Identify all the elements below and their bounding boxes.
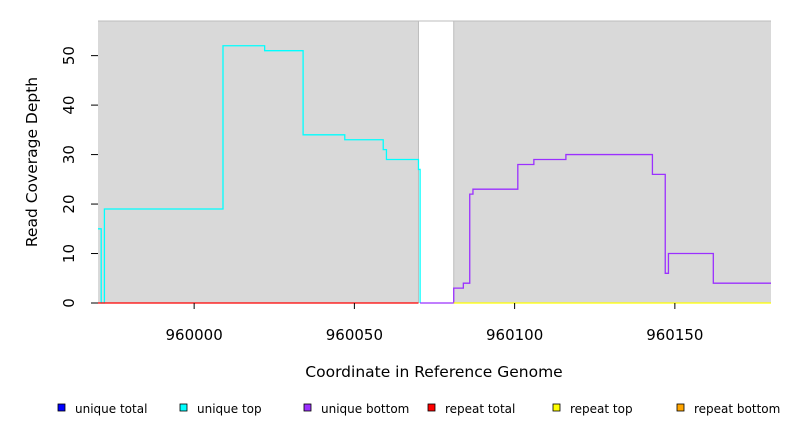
x-tick-label: 960050	[326, 326, 383, 344]
legend-swatch-repeat-bottom	[676, 403, 685, 412]
legend-swatch-unique-top	[179, 403, 188, 412]
x-tick-label: 960100	[486, 326, 543, 344]
series-line-unique-top	[98, 45, 421, 304]
x-axis-title: Coordinate in Reference Genome	[305, 363, 562, 381]
legend-label-repeat-bottom: repeat bottom	[694, 402, 780, 416]
legend-label-unique-total: unique total	[75, 402, 147, 416]
series-line-unique-bottom	[420, 153, 771, 304]
legend-label-repeat-total: repeat total	[445, 402, 515, 416]
legend: unique total unique top unique bottom repea…	[57, 402, 780, 416]
legend-swatch-unique-total	[57, 403, 66, 412]
legend-swatch-repeat-total	[427, 403, 436, 412]
plot-series	[98, 45, 771, 304]
legend-swatch-unique-bottom	[303, 403, 312, 412]
panel-background-left	[98, 21, 419, 303]
y-tick-label: 20	[60, 195, 78, 214]
y-tick-label: 50	[60, 46, 78, 65]
x-tick-label: 960000	[166, 326, 223, 344]
legend-swatch-repeat-top	[552, 403, 561, 412]
legend-label-unique-top: unique top	[197, 402, 262, 416]
legend-label-unique-bottom: unique bottom	[321, 402, 409, 416]
y-tick-label: 0	[60, 298, 78, 308]
y-tick-label: 10	[60, 244, 78, 263]
y-tick-label: 40	[60, 96, 78, 115]
panel-background-right	[453, 21, 771, 303]
plot-panel	[98, 20, 771, 303]
y-tick-label: 30	[60, 145, 78, 164]
axes: 960000 960050 960100 960150 0 10 20 30 40 50	[60, 46, 703, 344]
x-tick-label: 960150	[646, 326, 703, 344]
y-axis-title: Read Coverage Depth	[23, 77, 41, 247]
legend-label-repeat-top: repeat top	[570, 402, 633, 416]
